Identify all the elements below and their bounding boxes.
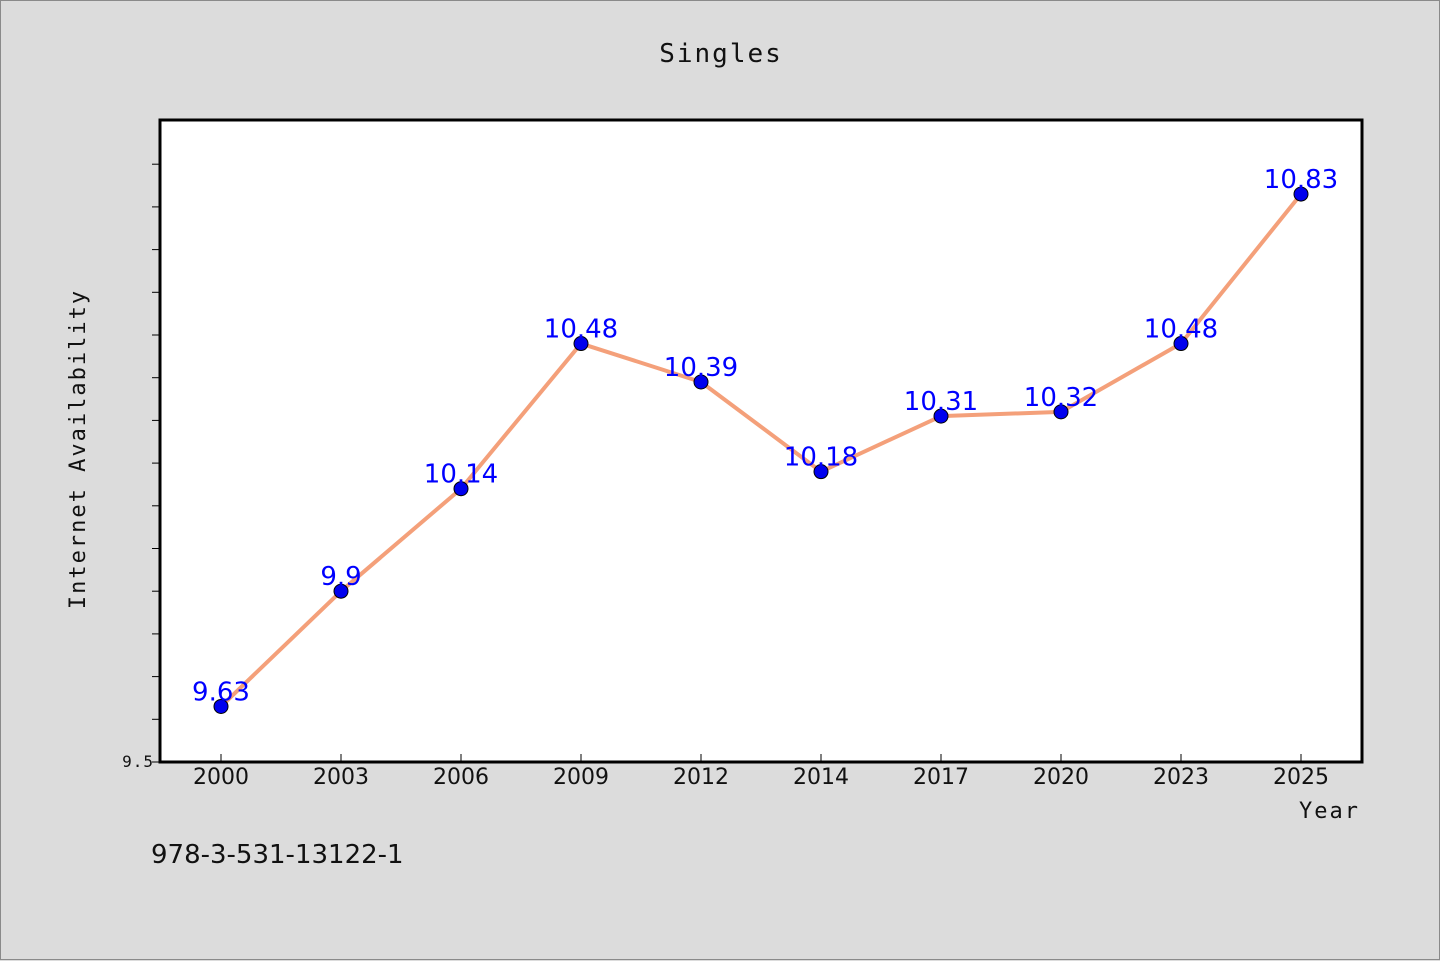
x-axis-label: Year [1299,799,1360,824]
x-tick-label: 2003 [313,765,369,790]
data-point [693,374,709,390]
data-label: 10.18 [784,443,858,473]
x-tick-label: 2012 [673,765,729,790]
data-point [1173,336,1189,352]
x-tick-label: 2000 [193,765,249,790]
data-point [813,464,829,480]
data-label: 10.14 [424,460,498,490]
data-label: 10.39 [664,353,738,383]
data-label: 10.48 [1144,315,1218,345]
y-axis-label: Internet Availability [66,289,91,609]
chart-title: Singles [659,39,783,69]
data-label: 10.48 [544,315,618,345]
series-layer: 9.63 9.9 10.14 10.48 10.39 10.18 10.31 10.32 10.… [192,165,1338,714]
x-tick-label: 2017 [913,765,969,790]
plot-area [158,118,1364,764]
y-tick-label: 9.5 [122,752,154,771]
data-point [933,408,949,424]
data-point [1053,404,1069,420]
data-label: 9.63 [192,677,250,707]
x-tick-label: 2006 [433,765,489,790]
data-label: 9.9 [320,562,361,592]
data-point [213,698,229,714]
x-tick-label: 2014 [793,765,849,790]
series-line [219,192,1303,708]
y-axis-ticks: 9.5 [122,163,160,771]
x-axis-ticks: 2000 2003 2006 2009 2012 2014 2017 2020 2023 2025 [193,754,1329,790]
data-point [1293,186,1309,202]
x-tick-label: 2023 [1153,765,1209,790]
x-tick-label: 2020 [1033,765,1089,790]
isbn-text: 978-3-531-13122-1 [151,840,404,870]
data-point [453,481,469,497]
x-tick-label: 2025 [1273,765,1329,790]
data-point [573,336,589,352]
data-label: 10.32 [1024,383,1098,413]
data-point [333,583,349,599]
data-label: 10.31 [904,387,978,417]
data-label: 10.83 [1264,165,1338,195]
x-tick-label: 2009 [553,765,609,790]
